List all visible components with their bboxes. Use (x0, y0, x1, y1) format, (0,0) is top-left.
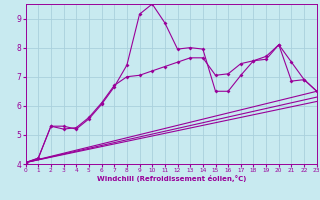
X-axis label: Windchill (Refroidissement éolien,°C): Windchill (Refroidissement éolien,°C) (97, 175, 246, 182)
